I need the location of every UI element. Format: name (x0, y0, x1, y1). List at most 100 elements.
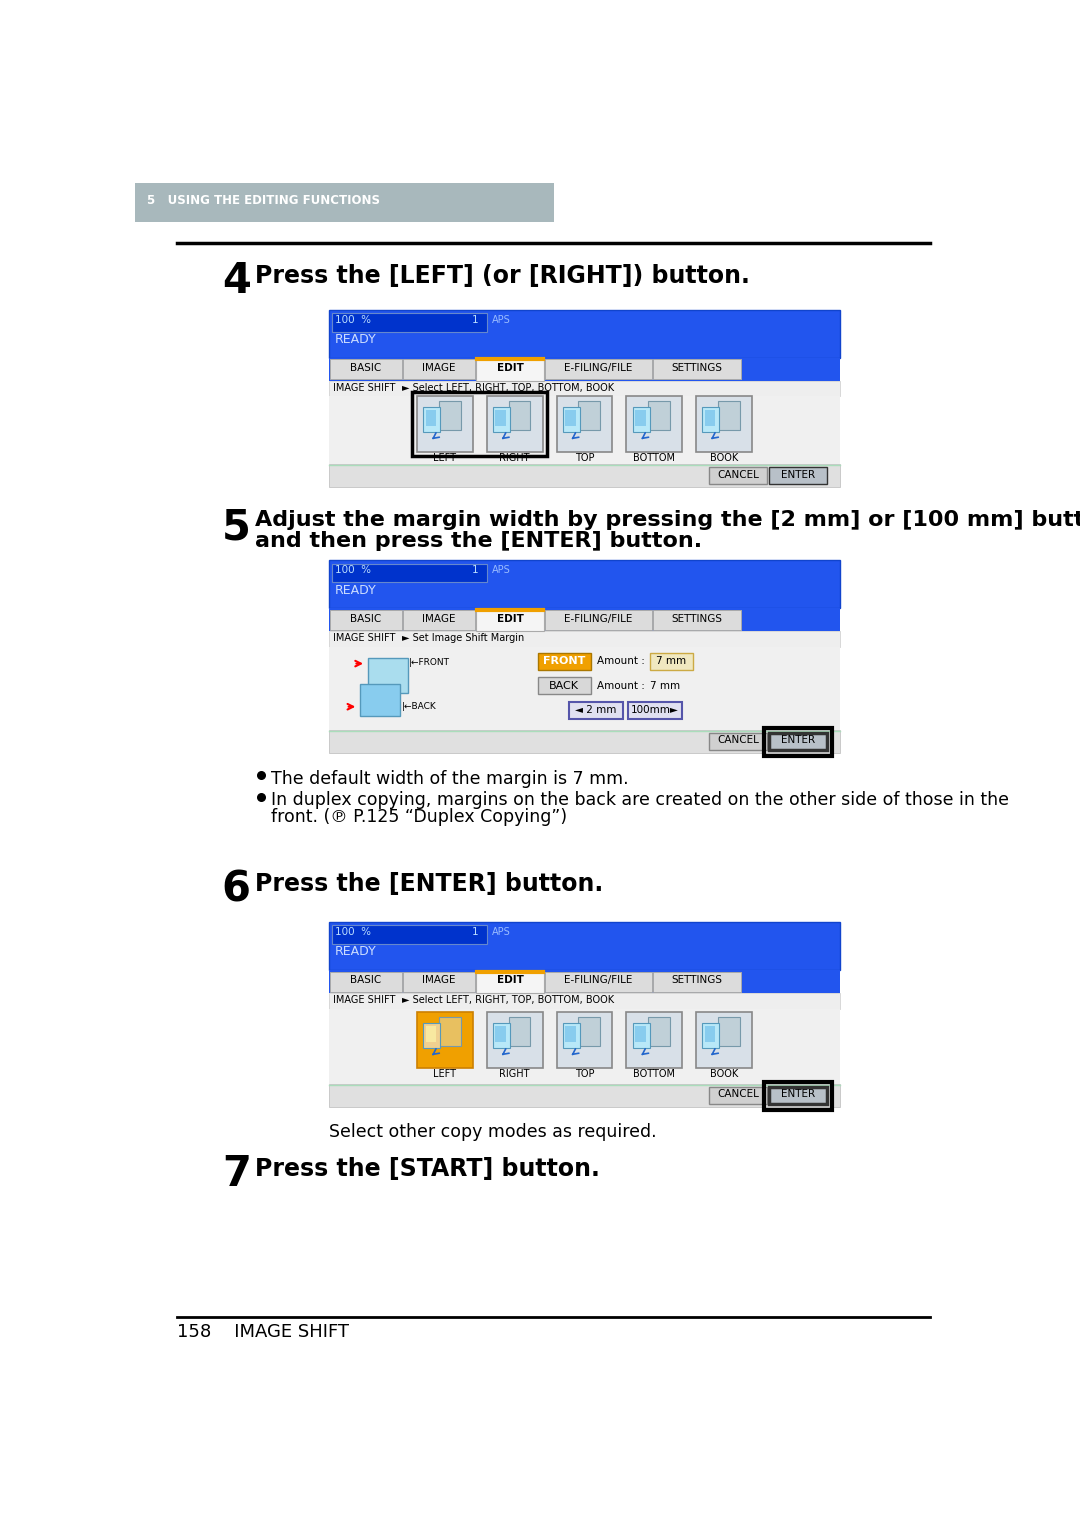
Bar (494, 1024, 510, 1048)
Bar (708, 732, 767, 749)
Bar (653, 360, 741, 380)
Bar (648, 1016, 670, 1047)
Text: BOOK: BOOK (710, 453, 738, 464)
Text: 1: 1 (472, 565, 478, 575)
Text: 7 mm: 7 mm (650, 681, 680, 691)
Bar (545, 972, 652, 992)
Bar (626, 397, 683, 452)
Text: IMAGE: IMAGE (422, 975, 456, 986)
Text: ► Select LEFT, RIGHT, TOP, BOTTOM, BOOK: ► Select LEFT, RIGHT, TOP, BOTTOM, BOOK (403, 995, 615, 1004)
Bar (702, 1024, 719, 1048)
Text: FRONT: FRONT (543, 656, 585, 665)
Text: SETTINGS: SETTINGS (672, 613, 723, 624)
Bar (328, 647, 840, 729)
Bar (578, 401, 600, 430)
Text: Amount :: Amount : (597, 656, 645, 665)
Point (253, 763, 270, 787)
Bar (708, 467, 767, 484)
Text: 7 mm: 7 mm (657, 656, 687, 665)
Text: 100  %: 100 % (335, 565, 370, 575)
Text: ► Select LEFT, RIGHT, TOP, BOTTOM, BOOK: ► Select LEFT, RIGHT, TOP, BOTTOM, BOOK (403, 383, 615, 392)
Bar (476, 359, 544, 382)
Bar (765, 1082, 832, 1111)
Bar (328, 359, 840, 382)
Text: BOOK: BOOK (710, 1070, 738, 1079)
Text: ◄ 2 mm: ◄ 2 mm (576, 705, 617, 716)
Text: ► Set Image Shift Margin: ► Set Image Shift Margin (403, 633, 525, 642)
Bar (718, 1016, 740, 1047)
Text: LEFT: LEFT (433, 1070, 457, 1079)
Text: The default width of the margin is 7 mm.: The default width of the margin is 7 mm. (271, 769, 629, 787)
Text: 7: 7 (221, 1154, 251, 1195)
Bar (496, 1027, 507, 1042)
Bar (704, 1027, 715, 1042)
Text: BASIC: BASIC (350, 613, 381, 624)
Bar (403, 972, 475, 992)
Bar (769, 1087, 827, 1103)
Text: READY: READY (335, 583, 377, 597)
Text: Press the [ENTER] button.: Press the [ENTER] button. (255, 873, 604, 896)
Bar (653, 610, 741, 630)
Bar (545, 360, 652, 380)
Text: 1: 1 (472, 314, 478, 325)
Bar (697, 1012, 752, 1068)
Text: TOP: TOP (575, 453, 594, 464)
Bar (328, 993, 840, 1009)
Bar (556, 397, 612, 452)
Text: BOTTOM: BOTTOM (633, 1070, 675, 1079)
Bar (556, 1012, 612, 1068)
Text: Press the [LEFT] (or [RIGHT]) button.: Press the [LEFT] (or [RIGHT]) button. (255, 264, 750, 288)
Text: front. (℗ P.125 “Duplex Copying”): front. (℗ P.125 “Duplex Copying”) (271, 809, 567, 827)
Bar (653, 972, 741, 992)
Text: and then press the [ENTER] button.: and then press the [ENTER] button. (255, 531, 702, 551)
Point (253, 784, 270, 809)
Text: CANCEL: CANCEL (717, 470, 759, 479)
Text: |←BACK: |←BACK (402, 702, 436, 711)
Bar (426, 410, 436, 426)
Bar (332, 313, 487, 331)
Bar (328, 464, 840, 487)
Text: IMAGE SHIFT: IMAGE SHIFT (334, 383, 395, 392)
Bar (565, 1027, 576, 1042)
Text: CANCEL: CANCEL (717, 736, 759, 745)
Text: 158    IMAGE SHIFT: 158 IMAGE SHIFT (177, 1323, 349, 1341)
Bar (769, 467, 827, 484)
Text: BACK: BACK (550, 681, 579, 691)
Bar (328, 1009, 840, 1083)
Bar (635, 410, 646, 426)
Bar (328, 1083, 840, 1108)
Text: E-FILING/FILE: E-FILING/FILE (564, 975, 633, 986)
Text: BASIC: BASIC (350, 975, 381, 986)
Bar (509, 401, 530, 430)
Bar (487, 397, 542, 452)
Text: IMAGE SHIFT: IMAGE SHIFT (334, 633, 395, 642)
Text: ENTER: ENTER (781, 1090, 815, 1099)
Bar (563, 407, 580, 432)
Text: RIGHT: RIGHT (499, 453, 530, 464)
Text: Amount :: Amount : (597, 681, 645, 691)
Bar (328, 971, 840, 993)
Bar (509, 1016, 530, 1047)
Bar (702, 407, 719, 432)
Bar (403, 360, 475, 380)
Bar (328, 729, 840, 752)
Bar (329, 610, 402, 630)
Bar (538, 678, 591, 694)
Text: SETTINGS: SETTINGS (672, 363, 723, 374)
Text: SETTINGS: SETTINGS (672, 975, 723, 986)
Bar (563, 1024, 580, 1048)
Bar (328, 310, 840, 359)
Bar (697, 397, 752, 452)
Bar (476, 971, 544, 993)
Text: LEFT: LEFT (433, 453, 457, 464)
Bar (438, 401, 460, 430)
Text: E-FILING/FILE: E-FILING/FILE (564, 613, 633, 624)
Text: E-FILING/FILE: E-FILING/FILE (564, 363, 633, 374)
Bar (426, 1027, 436, 1042)
Bar (650, 653, 693, 670)
Text: READY: READY (335, 946, 377, 958)
Bar (423, 1024, 441, 1048)
Text: TOP: TOP (575, 1070, 594, 1079)
Bar (704, 410, 715, 426)
Text: 6: 6 (221, 868, 251, 911)
